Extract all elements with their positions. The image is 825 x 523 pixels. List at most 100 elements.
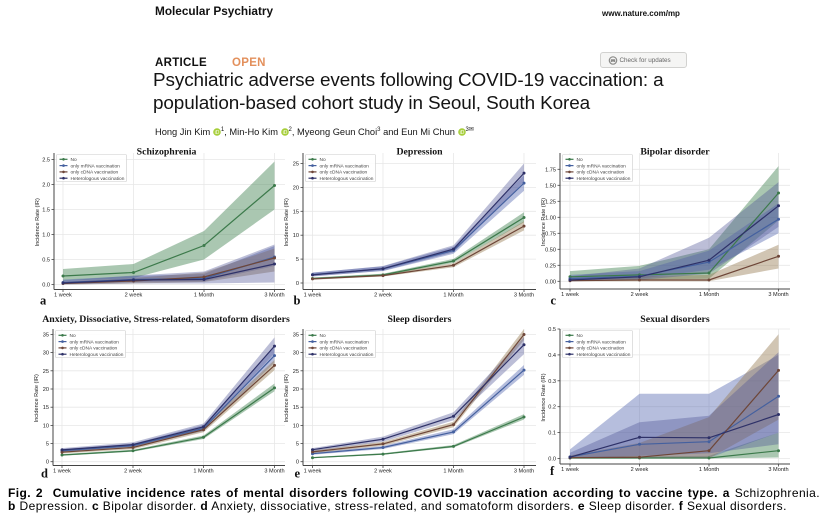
svg-text:5: 5 bbox=[46, 442, 49, 448]
svg-text:Incidence Rate (IR): Incidence Rate (IR) bbox=[541, 198, 547, 246]
svg-text:2.5: 2.5 bbox=[42, 158, 50, 164]
svg-text:1 Month: 1 Month bbox=[699, 292, 719, 298]
svg-text:3 Month: 3 Month bbox=[768, 467, 788, 473]
svg-text:f: f bbox=[550, 464, 555, 478]
svg-text:1 week: 1 week bbox=[54, 293, 72, 299]
svg-text:Bipolar disorder: Bipolar disorder bbox=[640, 147, 710, 158]
svg-text:1 week: 1 week bbox=[304, 469, 322, 475]
svg-text:only cDNA vaccination: only cDNA vaccination bbox=[71, 170, 119, 176]
svg-text:only cDNA vaccination: only cDNA vaccination bbox=[577, 346, 625, 352]
svg-text:25: 25 bbox=[43, 369, 49, 375]
svg-text:5: 5 bbox=[296, 442, 299, 448]
svg-text:only cDNA vaccination: only cDNA vaccination bbox=[70, 346, 118, 352]
svg-text:35: 35 bbox=[293, 333, 299, 339]
svg-text:Heterologous vaccination: Heterologous vaccination bbox=[71, 176, 125, 182]
svg-text:0.00: 0.00 bbox=[545, 279, 556, 285]
svg-text:No: No bbox=[71, 157, 77, 163]
svg-text:20: 20 bbox=[43, 387, 49, 393]
svg-text:0.0: 0.0 bbox=[42, 283, 50, 289]
svg-text:No: No bbox=[577, 157, 583, 163]
svg-text:Heterologous vaccination: Heterologous vaccination bbox=[70, 352, 124, 358]
svg-text:1 week: 1 week bbox=[561, 467, 579, 473]
svg-text:0.5: 0.5 bbox=[42, 258, 50, 264]
svg-text:2 week: 2 week bbox=[374, 469, 392, 475]
svg-text:15: 15 bbox=[293, 209, 299, 215]
svg-text:10: 10 bbox=[43, 423, 49, 429]
svg-text:1 week: 1 week bbox=[304, 293, 322, 299]
svg-text:1.25: 1.25 bbox=[545, 199, 556, 205]
svg-text:2.0: 2.0 bbox=[42, 183, 50, 189]
svg-text:Incidence Rate (IR): Incidence Rate (IR) bbox=[284, 374, 290, 422]
svg-text:30: 30 bbox=[43, 351, 49, 357]
svg-text:1.50: 1.50 bbox=[545, 183, 556, 189]
svg-text:only mRNA vaccination: only mRNA vaccination bbox=[70, 339, 120, 345]
svg-text:iD: iD bbox=[215, 130, 220, 136]
svg-text:Incidence Rate (IR): Incidence Rate (IR) bbox=[541, 373, 547, 421]
svg-text:only mRNA vaccination: only mRNA vaccination bbox=[320, 339, 370, 345]
svg-text:0.1: 0.1 bbox=[548, 431, 556, 437]
svg-text:10: 10 bbox=[293, 423, 299, 429]
svg-text:d: d bbox=[41, 467, 48, 481]
svg-text:0: 0 bbox=[296, 460, 299, 466]
svg-text:3 Month: 3 Month bbox=[514, 293, 534, 299]
svg-text:0.2: 0.2 bbox=[548, 405, 556, 411]
svg-text:0: 0 bbox=[296, 281, 299, 287]
svg-text:No: No bbox=[577, 333, 583, 339]
svg-text:2 week: 2 week bbox=[124, 469, 142, 475]
svg-text:1.0: 1.0 bbox=[42, 233, 50, 239]
svg-text:a: a bbox=[40, 294, 47, 308]
svg-text:5: 5 bbox=[296, 257, 299, 263]
svg-text:c: c bbox=[551, 294, 557, 308]
svg-text:only mRNA vaccination: only mRNA vaccination bbox=[577, 163, 627, 169]
svg-text:1 Month: 1 Month bbox=[443, 293, 463, 299]
svg-text:only mRNA vaccination: only mRNA vaccination bbox=[71, 163, 121, 169]
svg-text:1 Month: 1 Month bbox=[699, 467, 719, 473]
svg-text:Sexual disorders: Sexual disorders bbox=[640, 314, 710, 325]
svg-text:1 Month: 1 Month bbox=[193, 469, 213, 475]
svg-text:2 week: 2 week bbox=[374, 293, 392, 299]
svg-text:20: 20 bbox=[293, 185, 299, 191]
svg-text:only cDNA vaccination: only cDNA vaccination bbox=[577, 170, 625, 176]
svg-text:Depression: Depression bbox=[396, 147, 443, 158]
svg-text:15: 15 bbox=[293, 405, 299, 411]
svg-text:0.5: 0.5 bbox=[548, 327, 556, 333]
svg-text:1 Month: 1 Month bbox=[194, 293, 214, 299]
svg-text:1 week: 1 week bbox=[53, 469, 71, 475]
svg-text:iD: iD bbox=[282, 130, 287, 136]
svg-text:0.25: 0.25 bbox=[545, 263, 556, 269]
svg-text:Incidence Rate (IR): Incidence Rate (IR) bbox=[35, 198, 41, 246]
svg-text:No: No bbox=[320, 157, 326, 163]
svg-text:25: 25 bbox=[293, 369, 299, 375]
svg-text:No: No bbox=[70, 333, 76, 339]
svg-text:25: 25 bbox=[293, 162, 299, 168]
svg-text:Schizophrenia: Schizophrenia bbox=[137, 147, 197, 158]
svg-text:b: b bbox=[294, 294, 301, 308]
svg-text:3 Month: 3 Month bbox=[514, 469, 534, 475]
svg-text:15: 15 bbox=[43, 405, 49, 411]
svg-text:3 Month: 3 Month bbox=[264, 469, 284, 475]
svg-text:Anxiety, Dissociative, Stress-: Anxiety, Dissociative, Stress-related, S… bbox=[42, 314, 290, 325]
svg-text:3 Month: 3 Month bbox=[768, 292, 788, 298]
svg-text:Incidence Rate (IR): Incidence Rate (IR) bbox=[34, 374, 40, 422]
svg-text:1.5: 1.5 bbox=[42, 208, 50, 214]
svg-text:0.50: 0.50 bbox=[545, 247, 556, 253]
svg-text:35: 35 bbox=[43, 333, 49, 339]
svg-text:0.4: 0.4 bbox=[548, 353, 556, 359]
svg-text:2 week: 2 week bbox=[125, 293, 143, 299]
svg-text:only cDNA vaccination: only cDNA vaccination bbox=[320, 170, 368, 176]
svg-text:0.3: 0.3 bbox=[548, 379, 556, 385]
svg-text:0: 0 bbox=[46, 460, 49, 466]
svg-text:Incidence Rate (IR): Incidence Rate (IR) bbox=[284, 198, 290, 246]
svg-text:Sleep disorders: Sleep disorders bbox=[388, 314, 452, 325]
svg-text:1.00: 1.00 bbox=[545, 215, 556, 221]
svg-text:30: 30 bbox=[293, 351, 299, 357]
svg-text:1.75: 1.75 bbox=[545, 167, 556, 173]
svg-text:2 week: 2 week bbox=[631, 467, 649, 473]
svg-text:10: 10 bbox=[293, 233, 299, 239]
svg-text:iD: iD bbox=[459, 130, 464, 136]
svg-text:0.0: 0.0 bbox=[548, 457, 556, 463]
svg-text:Heterologous vaccination: Heterologous vaccination bbox=[577, 352, 631, 358]
svg-text:Heterologous vaccination: Heterologous vaccination bbox=[320, 176, 374, 182]
svg-text:only cDNA vaccination: only cDNA vaccination bbox=[320, 346, 368, 352]
svg-text:No: No bbox=[320, 333, 326, 339]
